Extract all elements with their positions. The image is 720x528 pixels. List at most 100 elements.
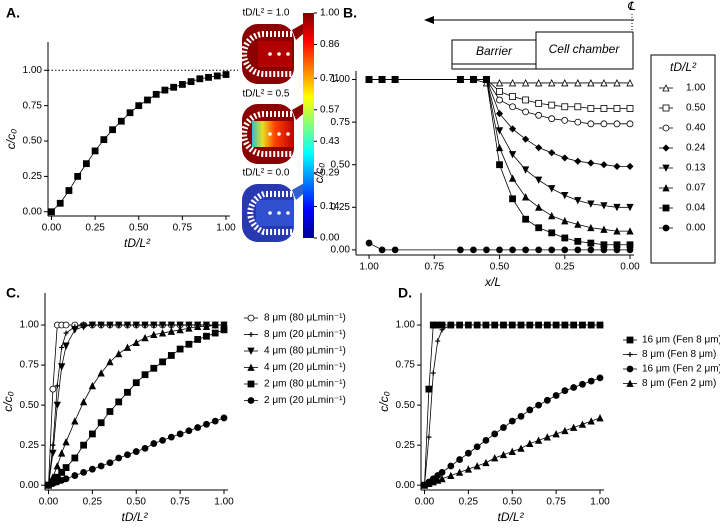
marker [521,79,530,87]
series-line [48,329,225,486]
marker [56,199,64,207]
marker [495,79,504,87]
legend-label: 0.04 [686,203,706,214]
y-tick-label: 1.00 [396,320,416,331]
marker [170,83,178,91]
panel-label: A. [6,5,20,21]
marker [194,424,202,431]
y-tick-label: 0.75 [396,360,416,371]
marker [587,223,595,232]
marker [626,105,634,112]
marker [438,468,446,476]
y-tick-label: 1.00 [23,65,43,76]
marker [365,239,373,247]
marker [220,326,228,334]
marker [587,159,595,167]
marker [521,166,530,174]
marker [167,433,175,441]
marker [522,96,530,104]
marker [561,103,569,111]
marker [88,321,97,329]
marker [161,86,169,94]
marker [570,423,578,431]
marker [626,203,634,212]
x-tick-label: 1.00 [216,223,236,234]
marker [80,441,88,449]
x-tick-label: 1.00 [359,262,379,273]
marker [588,322,594,328]
y-tick-label: 0.50 [23,136,43,147]
marker [561,117,569,124]
marker [662,104,670,112]
marker [574,237,582,245]
x-tick-label: 0.50 [503,497,523,508]
marker [425,385,433,393]
series-line [424,324,600,486]
marker [391,246,399,254]
marker [447,462,455,470]
centerline-label: ℄ [627,0,635,13]
marker [106,321,114,329]
marker [535,203,543,211]
marker [587,105,595,112]
marker [613,120,621,128]
marker [626,379,634,387]
marker [600,246,608,254]
colorbar-tick-label: 0.14 [320,201,340,212]
marker [185,427,193,435]
x-tick-label: 0.75 [425,262,445,273]
x-tick-label: 1.00 [590,497,610,508]
marker [587,120,595,128]
marker [521,193,530,201]
colorbar-tick-label: 0.71 [320,73,340,84]
marker [167,327,176,335]
x-tick-label: 0.00 [39,497,59,508]
marker [59,344,65,350]
device-image [241,22,310,84]
marker [662,124,670,132]
x-tick-label: 0.25 [85,223,105,234]
y-axis-label: c/c₀ [1,391,15,411]
marker [626,336,634,344]
marker [62,475,70,483]
y-tick-label: 1.00 [331,74,351,85]
marker [535,144,543,152]
marker [613,227,621,235]
panel-label: C. [6,285,20,301]
marker [561,246,569,254]
marker [71,472,79,479]
marker [48,208,55,216]
x-tick-label: 0.25 [83,497,103,508]
marker [220,414,228,422]
marker [574,103,582,111]
marker [535,246,543,254]
marker [80,468,88,476]
marker [579,322,585,328]
marker [438,474,446,483]
colorbar-tick-label: 0.86 [320,39,340,50]
marker [574,197,582,205]
marker [187,78,195,86]
marker [115,349,123,358]
marker [492,322,498,328]
marker [561,387,569,395]
marker [378,76,386,83]
y-axis-label: c/c₀ [377,391,391,411]
marker [141,321,149,329]
marker [62,464,70,471]
marker [535,401,542,409]
marker [517,412,525,420]
marker [124,451,131,459]
y-tick-label: 0.50 [20,400,40,411]
marker [534,436,543,444]
marker [185,340,193,348]
marker [222,71,230,78]
marker [54,383,60,389]
marker [176,345,184,353]
marker [109,126,116,134]
marker [464,449,472,457]
marker [491,430,499,438]
legend-label: 2 μm (20 μLmin⁻¹) [264,395,346,406]
marker [158,321,167,329]
